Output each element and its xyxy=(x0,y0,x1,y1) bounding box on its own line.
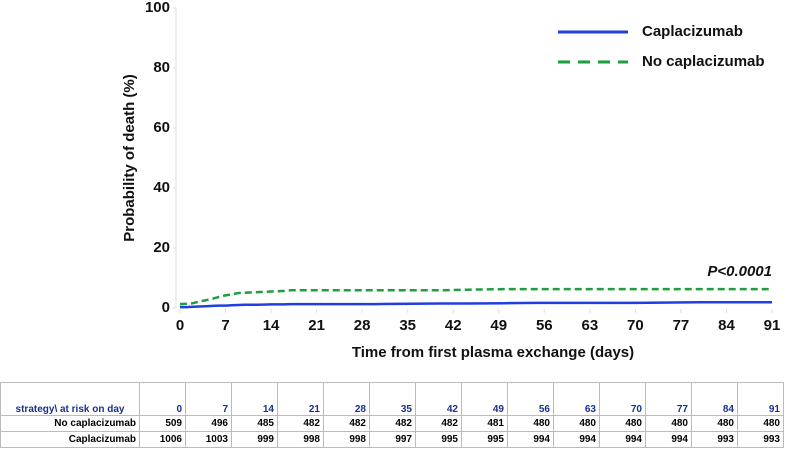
legend-label: Caplacizumab xyxy=(642,23,743,40)
x-tick-label: 84 xyxy=(718,317,735,334)
table-cell: 496 xyxy=(185,415,232,432)
y-tick-label: 20 xyxy=(153,239,170,256)
table-cell: 1006 xyxy=(139,431,186,448)
x-tick-label: 63 xyxy=(582,317,599,334)
table-cell: 994 xyxy=(553,431,600,448)
y-tick-label: 80 xyxy=(153,59,170,76)
y-tick-label: 40 xyxy=(153,179,170,196)
x-tick-label: 21 xyxy=(308,317,325,334)
table-cell: 993 xyxy=(691,431,738,448)
x-axis-label: Time from first plasma exchange (days) xyxy=(352,344,634,361)
x-tick-label: 28 xyxy=(354,317,371,334)
series-line xyxy=(180,301,772,309)
table-cell: 994 xyxy=(599,431,646,448)
x-tick-label: 70 xyxy=(627,317,644,334)
table-cell: 63 xyxy=(553,382,600,416)
table-cell: 995 xyxy=(415,431,462,448)
table-cell: 42 xyxy=(415,382,462,416)
annotation: P<0.0001 xyxy=(707,263,772,280)
table-cell: 999 xyxy=(231,431,278,448)
x-tick-label: 7 xyxy=(221,317,229,334)
y-axis-label: Probability of death (%) xyxy=(121,74,138,242)
table-cell: 997 xyxy=(369,431,416,448)
table-row: Caplacizumab 1006 1003 999 998 998 997 995 995 99… xyxy=(0,431,784,448)
table-cell: 0 xyxy=(139,382,186,416)
table-cell: 21 xyxy=(277,382,324,416)
table-cell: 994 xyxy=(507,431,554,448)
table-cell: strategy\ at risk on day xyxy=(0,382,140,416)
table-cell: 993 xyxy=(737,431,784,448)
table-cell: 14 xyxy=(231,382,278,416)
table-cell: 480 xyxy=(645,415,692,432)
table-cell: 91 xyxy=(737,382,784,416)
table-cell: 998 xyxy=(323,431,370,448)
x-tick-label: 49 xyxy=(490,317,507,334)
y-tick-label: 0 xyxy=(162,299,170,316)
table-cell: 482 xyxy=(277,415,324,432)
table-cell: No caplacizumab xyxy=(0,415,140,432)
series-line xyxy=(179,287,772,306)
table-cell: 1003 xyxy=(185,431,232,448)
table-cell: 7 xyxy=(185,382,232,416)
legend-label: No caplacizumab xyxy=(642,53,765,70)
table-cell: 994 xyxy=(645,431,692,448)
table-cell: Caplacizumab xyxy=(0,431,140,448)
table-row: No caplacizumab 509 496 485 482 482 482 482 481 4… xyxy=(0,415,784,432)
table-cell: 77 xyxy=(645,382,692,416)
x-tick-label: 35 xyxy=(399,317,416,334)
table-cell: 49 xyxy=(461,382,508,416)
table-cell: 70 xyxy=(599,382,646,416)
y-tick-label: 60 xyxy=(153,119,170,136)
x-tick-label: 91 xyxy=(764,317,781,334)
chart: Time from first plasma exchange (days) P… xyxy=(121,0,781,361)
risk-table: strategy\ at risk on day 0 7 14 21 28 35 42 49 56… xyxy=(0,382,784,448)
table-cell: 480 xyxy=(553,415,600,432)
x-tick-label: 77 xyxy=(673,317,690,334)
table-cell: 480 xyxy=(691,415,738,432)
table-cell: 485 xyxy=(231,415,278,432)
x-tick-label: 56 xyxy=(536,317,553,334)
table-cell: 84 xyxy=(691,382,738,416)
table-cell: 482 xyxy=(323,415,370,432)
table-cell: 35 xyxy=(369,382,416,416)
x-tick-label: 14 xyxy=(263,317,280,334)
x-tick-label: 42 xyxy=(445,317,462,334)
table-cell: 998 xyxy=(277,431,324,448)
table-cell: 480 xyxy=(737,415,784,432)
table-cell: 480 xyxy=(599,415,646,432)
y-tick-label: 100 xyxy=(145,0,170,16)
table-cell: 482 xyxy=(415,415,462,432)
table-cell: 482 xyxy=(369,415,416,432)
table-cell: 480 xyxy=(507,415,554,432)
table-cell: 56 xyxy=(507,382,554,416)
table-cell: 481 xyxy=(461,415,508,432)
x-tick-label: 0 xyxy=(176,317,184,334)
table-row: strategy\ at risk on day 0 7 14 21 28 35 42 49 56… xyxy=(0,382,784,416)
table-cell: 509 xyxy=(139,415,186,432)
table-cell: 28 xyxy=(323,382,370,416)
table-cell: 995 xyxy=(461,431,508,448)
